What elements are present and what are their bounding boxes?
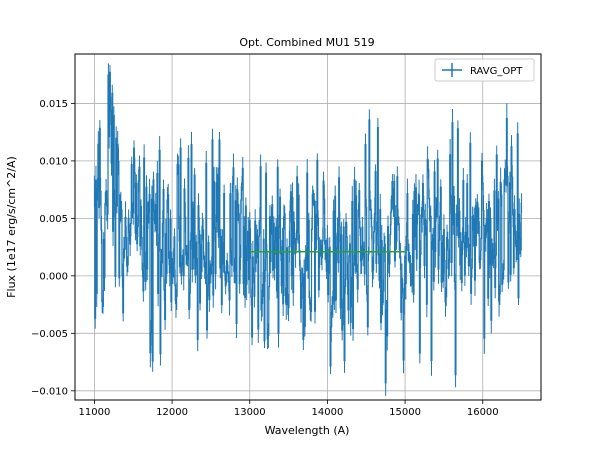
x-tick-label: 15000 — [389, 407, 421, 418]
x-axis-label: Wavelength (A) — [265, 424, 350, 437]
y-tick-label: 0.000 — [39, 271, 68, 282]
plot-area — [93, 63, 523, 396]
y-tick-label: −0.010 — [31, 386, 68, 397]
y-tick-label: 0.010 — [39, 156, 68, 167]
legend-label-ravg-opt: RAVG_OPT — [470, 66, 523, 77]
x-ticks: 11000 12000 13000 14000 15000 16000 — [79, 400, 499, 418]
x-tick-label: 14000 — [312, 407, 344, 418]
chart-title: Opt. Combined MU1 519 — [239, 36, 374, 49]
x-tick-label: 16000 — [467, 407, 499, 418]
series-ravg-opt — [94, 71, 522, 384]
axes-frame — [74, 53, 542, 401]
x-tick-label: 13000 — [234, 407, 266, 418]
y-tick-label: 0.015 — [39, 99, 68, 110]
y-axis-label: Flux (1e17 erg/s/cm^2/A) — [5, 156, 18, 298]
y-tick-label: 0.005 — [39, 214, 68, 225]
x-tick-label: 12000 — [156, 407, 188, 418]
y-tick-label: −0.005 — [31, 329, 68, 340]
legend: RAVG_OPT — [434, 58, 535, 82]
x-tick-label: 11000 — [79, 407, 111, 418]
y-ticks: −0.010 −0.005 0.000 0.005 0.010 0.015 — [31, 99, 75, 397]
legend-box — [434, 58, 535, 82]
